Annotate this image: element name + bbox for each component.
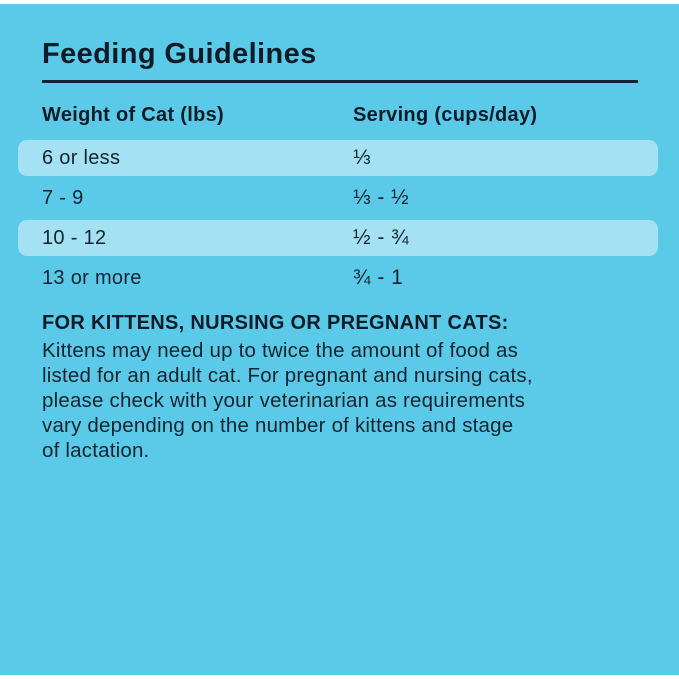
serving-value: ¾ - 1 — [353, 266, 404, 289]
note-heading: FOR KITTENS, NURSING OR PREGNANT CATS: — [42, 312, 509, 334]
title-divider — [42, 80, 638, 83]
note-line: listed for an adult cat. For pregnant an… — [42, 364, 533, 387]
note-line: vary depending on the number of kittens … — [42, 414, 514, 437]
weight-value: 7 - 9 — [42, 186, 84, 209]
page-title: Feeding Guidelines — [42, 38, 317, 70]
table-row: 7 - 9 ⅓ - ½ — [18, 180, 658, 216]
column-header-serving: Serving (cups/day) — [353, 104, 538, 126]
weight-value: 6 or less — [42, 146, 121, 169]
column-header-weight: Weight of Cat (lbs) — [42, 104, 224, 126]
serving-value: ½ - ¾ — [353, 226, 410, 249]
weight-value: 13 or more — [42, 266, 142, 289]
note-body: Kittens may need up to twice the amount … — [42, 338, 533, 463]
note-line: of lactation. — [42, 439, 150, 462]
serving-value: ⅓ - ½ — [353, 186, 410, 209]
serving-value: ⅓ — [353, 146, 372, 169]
note-line: please check with your veterinarian as r… — [42, 389, 526, 412]
note-line: Kittens may need up to twice the amount … — [42, 339, 519, 362]
blue-panel: Feeding Guidelines Weight of Cat (lbs) S… — [0, 4, 679, 675]
table-row: 6 or less ⅓ — [18, 140, 658, 176]
weight-value: 10 - 12 — [42, 226, 107, 249]
table-row: 13 or more ¾ - 1 — [18, 260, 658, 296]
table-row: 10 - 12 ½ - ¾ — [18, 220, 658, 256]
